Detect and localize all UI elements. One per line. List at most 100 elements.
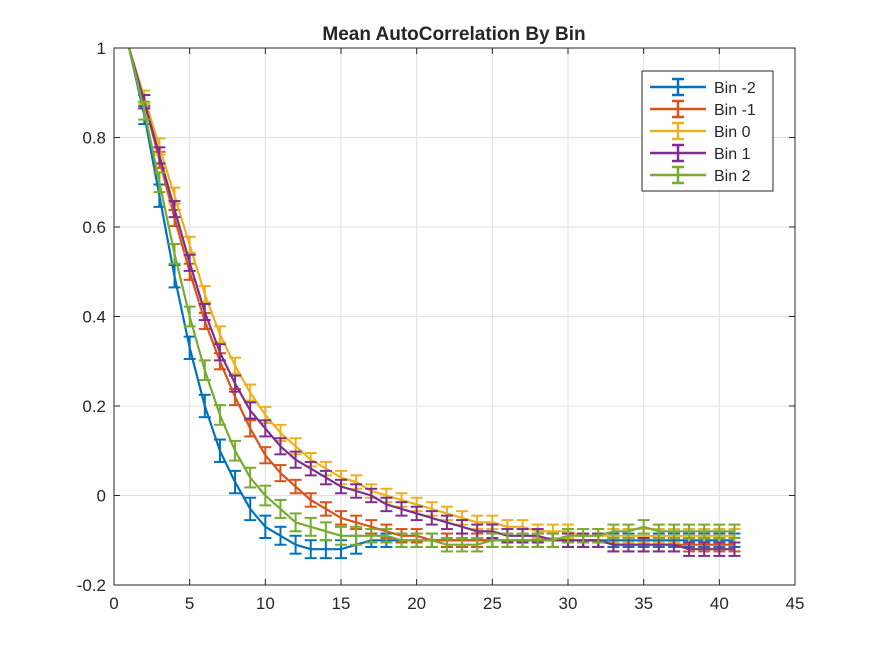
error-bar (259, 484, 272, 507)
tick-labels: 0 5 10 15 20 25 30 35 40 45-0.200.20.40.60.81 (77, 39, 805, 613)
error-bar (244, 466, 257, 489)
legend-item: Bin -2 (650, 77, 756, 97)
error-bar (698, 541, 711, 557)
ticks (113, 47, 796, 586)
x-tick-label: 0 (109, 594, 118, 613)
error-bar (259, 514, 272, 540)
error-bar (516, 532, 529, 548)
error-bar (365, 487, 378, 504)
chart-title: Mean AutoCorrelation By Bin (322, 24, 585, 45)
error-bar (304, 492, 317, 508)
error-bar (637, 519, 650, 535)
error-bar (198, 393, 211, 419)
legend-label: Bin 0 (714, 124, 751, 141)
y-tick-label: 0.8 (82, 129, 106, 148)
error-bar (198, 302, 211, 322)
error-bar (168, 264, 181, 289)
error-bar (531, 532, 544, 548)
error-bar (410, 505, 423, 522)
error-bar (244, 383, 257, 402)
error-bar (213, 343, 226, 362)
legend-label: Bin 2 (714, 168, 751, 185)
x-tick-label: 15 (332, 594, 351, 613)
error-bar (138, 100, 151, 121)
y-tick-label: 0.6 (82, 218, 106, 237)
error-bar (304, 460, 317, 477)
error-bar (471, 537, 484, 553)
legend-label: Bin 1 (714, 146, 751, 163)
error-bar (501, 532, 514, 548)
error-bar (274, 525, 287, 546)
error-bar (335, 525, 347, 546)
legend: Bin -2 Bin -1 Bin 0 Bin 1 Bin 2 (641, 70, 774, 192)
error-bar (274, 437, 287, 456)
error-bar (607, 523, 620, 540)
error-bar (289, 534, 302, 555)
legend-label: Bin -1 (714, 102, 756, 119)
error-bar (183, 235, 196, 254)
error-bar (456, 537, 469, 553)
error-bar (274, 464, 287, 483)
error-bar (198, 359, 211, 382)
series-layer (128, 47, 741, 560)
error-bar (319, 501, 332, 517)
error-bar (365, 528, 378, 544)
error-bar (380, 496, 393, 513)
error-bar (562, 528, 574, 544)
error-bar (486, 532, 499, 548)
y-tick-label: 0.2 (82, 397, 106, 416)
error-bar (304, 516, 317, 537)
y-tick-label: 0 (97, 487, 106, 506)
error-bar (274, 498, 287, 519)
error-bar (395, 501, 408, 517)
error-bar (698, 523, 711, 540)
legend-item: Bin 0 (650, 121, 751, 141)
series-bin-1 (128, 47, 741, 557)
error-bar (289, 478, 302, 495)
error-bar (713, 523, 726, 540)
error-bar (456, 519, 469, 535)
x-tick-label: 30 (559, 594, 578, 613)
series-bin-2 (128, 47, 741, 553)
x-tick-label: 20 (407, 594, 426, 613)
error-bar (410, 532, 423, 548)
error-bar (350, 483, 363, 499)
error-bar (289, 450, 302, 469)
error-bar (183, 335, 196, 361)
error-bar (622, 523, 635, 540)
x-tick-label: 35 (634, 594, 653, 613)
error-bar (713, 541, 726, 557)
error-bar (213, 404, 226, 426)
error-bar (229, 374, 242, 393)
error-bar (728, 523, 741, 540)
error-bar (350, 525, 363, 546)
error-bar (440, 537, 453, 553)
x-tick-label: 10 (256, 594, 275, 613)
error-bar (183, 253, 196, 272)
legend-item: Bin -1 (650, 99, 756, 119)
y-tick-label: -0.2 (77, 576, 106, 595)
error-bar (395, 532, 408, 548)
error-bar (153, 171, 166, 194)
error-bar (546, 532, 559, 548)
error-bar (652, 523, 665, 540)
x-tick-label: 5 (185, 594, 194, 613)
error-bar (335, 510, 347, 526)
error-bar (229, 469, 242, 495)
error-bar (244, 496, 257, 522)
error-bar (168, 243, 181, 265)
error-bar (244, 401, 257, 420)
x-tick-label: 45 (786, 594, 805, 613)
error-bar (259, 446, 272, 465)
error-bar (577, 528, 590, 544)
error-bar (259, 419, 272, 438)
y-tick-label: 1 (97, 39, 106, 58)
error-bar (683, 541, 696, 557)
error-bar (728, 541, 741, 557)
error-bar (335, 478, 347, 495)
y-tick-label: 0.4 (82, 308, 106, 327)
error-bar (440, 514, 453, 531)
error-bar (244, 419, 257, 438)
x-tick-label: 40 (710, 594, 729, 613)
